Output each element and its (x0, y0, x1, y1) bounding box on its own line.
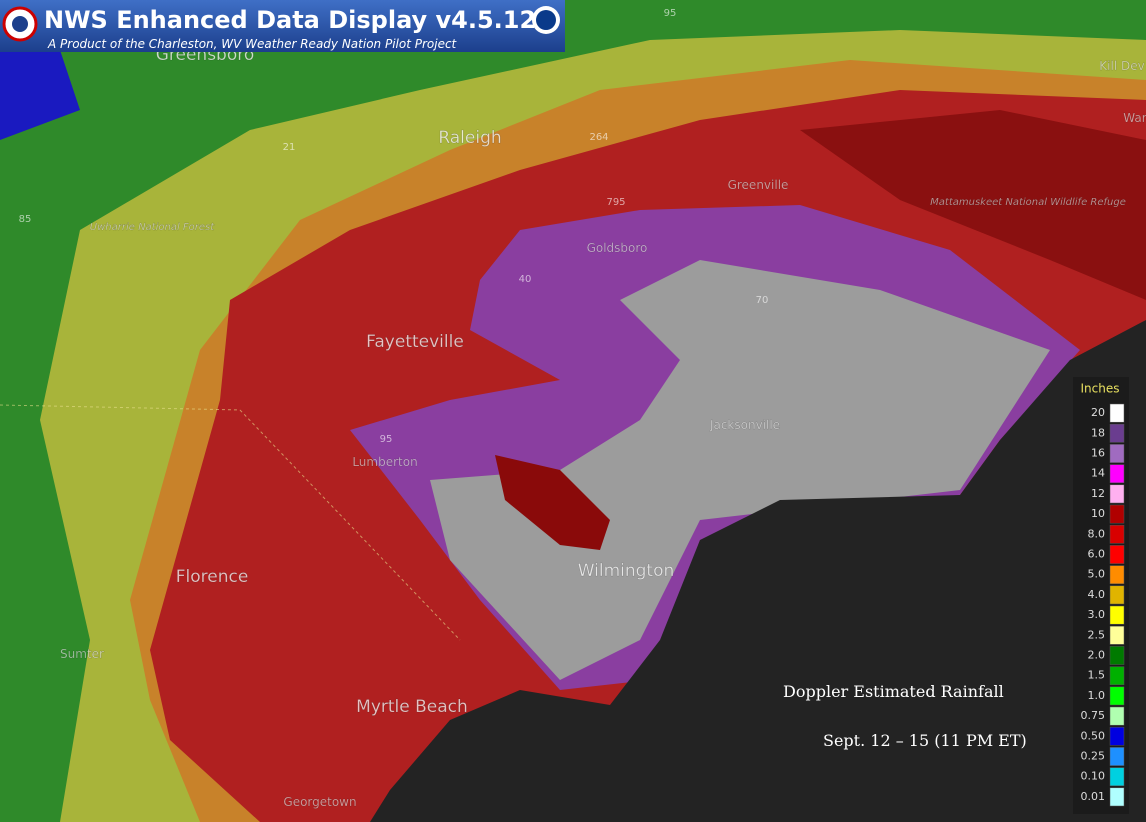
legend-swatch (1109, 585, 1125, 605)
legend-swatch (1109, 464, 1125, 484)
route-label: 264 (589, 132, 608, 143)
place-label: Fayetteville (366, 332, 464, 352)
place-label: Sumter (60, 647, 104, 661)
place-label: Mattamuskeet National Wildlife Refuge (930, 197, 1126, 208)
legend-label: 0.75 (1081, 709, 1106, 722)
legend-swatch (1109, 747, 1125, 766)
legend-label: 1.0 (1088, 689, 1106, 702)
place-label: Greenville (728, 178, 789, 192)
legend-label: 5.0 (1088, 568, 1106, 581)
dark-red-blob (495, 455, 610, 550)
legend-label: 1.5 (1088, 669, 1106, 682)
caption-title: Doppler Estimated Rainfall (783, 682, 1004, 701)
header-bar (0, 0, 565, 52)
place-label: War (1123, 111, 1146, 125)
dark-red-area (800, 110, 1146, 300)
route-label: 795 (606, 197, 625, 208)
legend-swatch (1109, 423, 1125, 443)
legend-label: 8.0 (1088, 527, 1106, 540)
place-label: Myrtle Beach (356, 697, 468, 717)
legend-label: 0.10 (1081, 770, 1106, 783)
place-label: Lumberton (352, 455, 417, 469)
noaa-logo-inner (536, 10, 556, 30)
legend-label: 2.0 (1088, 649, 1106, 662)
header-title: NWS Enhanced Data Display v4.5.12 (44, 6, 536, 34)
state-border (239, 409, 461, 641)
place-label: Georgetown (283, 795, 356, 809)
legend-swatch (1109, 767, 1125, 787)
legend-label: 12 (1091, 487, 1105, 500)
place-label: Kill Dev (1099, 59, 1144, 73)
place-label: Raleigh (438, 128, 501, 148)
legend-swatch (1109, 524, 1125, 544)
legend-label: 0.01 (1081, 790, 1106, 803)
legend-swatch (1109, 625, 1125, 645)
legend-swatch (1109, 484, 1125, 504)
legend-swatch (1109, 646, 1125, 665)
state-border (0, 404, 241, 411)
legend-label: 6.0 (1088, 548, 1106, 561)
legend-label: 2.5 (1088, 628, 1106, 641)
legend-swatch (1109, 686, 1125, 706)
legend-label: 18 (1091, 426, 1105, 439)
legend-label: 16 (1091, 447, 1105, 460)
legend-label: 3.0 (1088, 608, 1106, 621)
legend-swatch (1109, 726, 1125, 746)
nws-logo-inner (12, 16, 28, 32)
place-label: Uwharrie National Forest (90, 222, 215, 233)
legend-swatch (1109, 545, 1125, 564)
legend: Inches 20 18 16 14 12 10 8.0 6.0 5.0 4.0 3.0 2.5 2.0… (1073, 377, 1129, 814)
ocean (370, 320, 1146, 822)
legend-swatch (1109, 403, 1125, 423)
legend-title: Inches (1081, 382, 1120, 396)
legend-swatch (1109, 666, 1125, 686)
place-label: Florence (176, 567, 249, 587)
route-label: 40 (519, 274, 532, 285)
legend-label: 4.0 (1088, 588, 1106, 601)
place-label: Wilmington (578, 561, 675, 581)
route-label: 70 (756, 295, 769, 306)
legend-label: 14 (1091, 467, 1105, 480)
legend-swatch (1109, 444, 1125, 463)
legend-label: 0.50 (1081, 729, 1106, 742)
route-label: 21 (283, 142, 296, 153)
place-label: Jacksonville (709, 418, 780, 432)
route-label: 95 (664, 8, 677, 19)
legend-label: 0.25 (1081, 750, 1106, 763)
place-label: Goldsboro (587, 241, 648, 255)
legend-swatch (1109, 787, 1125, 807)
legend-swatch (1109, 605, 1125, 625)
gray-area (430, 260, 1050, 680)
legend-swatch (1109, 504, 1125, 524)
caption-dates: Sept. 12 – 15 (11 PM ET) (823, 731, 1027, 750)
legend-label: 10 (1091, 507, 1105, 520)
route-label: 95 (380, 434, 393, 445)
route-label: 85 (19, 214, 32, 225)
legend-swatch (1109, 565, 1125, 585)
header-subtitle: A Product of the Charleston, WV Weather … (47, 37, 458, 51)
legend-label: 20 (1091, 406, 1105, 419)
blue-area (0, 50, 80, 140)
legend-swatch (1109, 706, 1125, 726)
